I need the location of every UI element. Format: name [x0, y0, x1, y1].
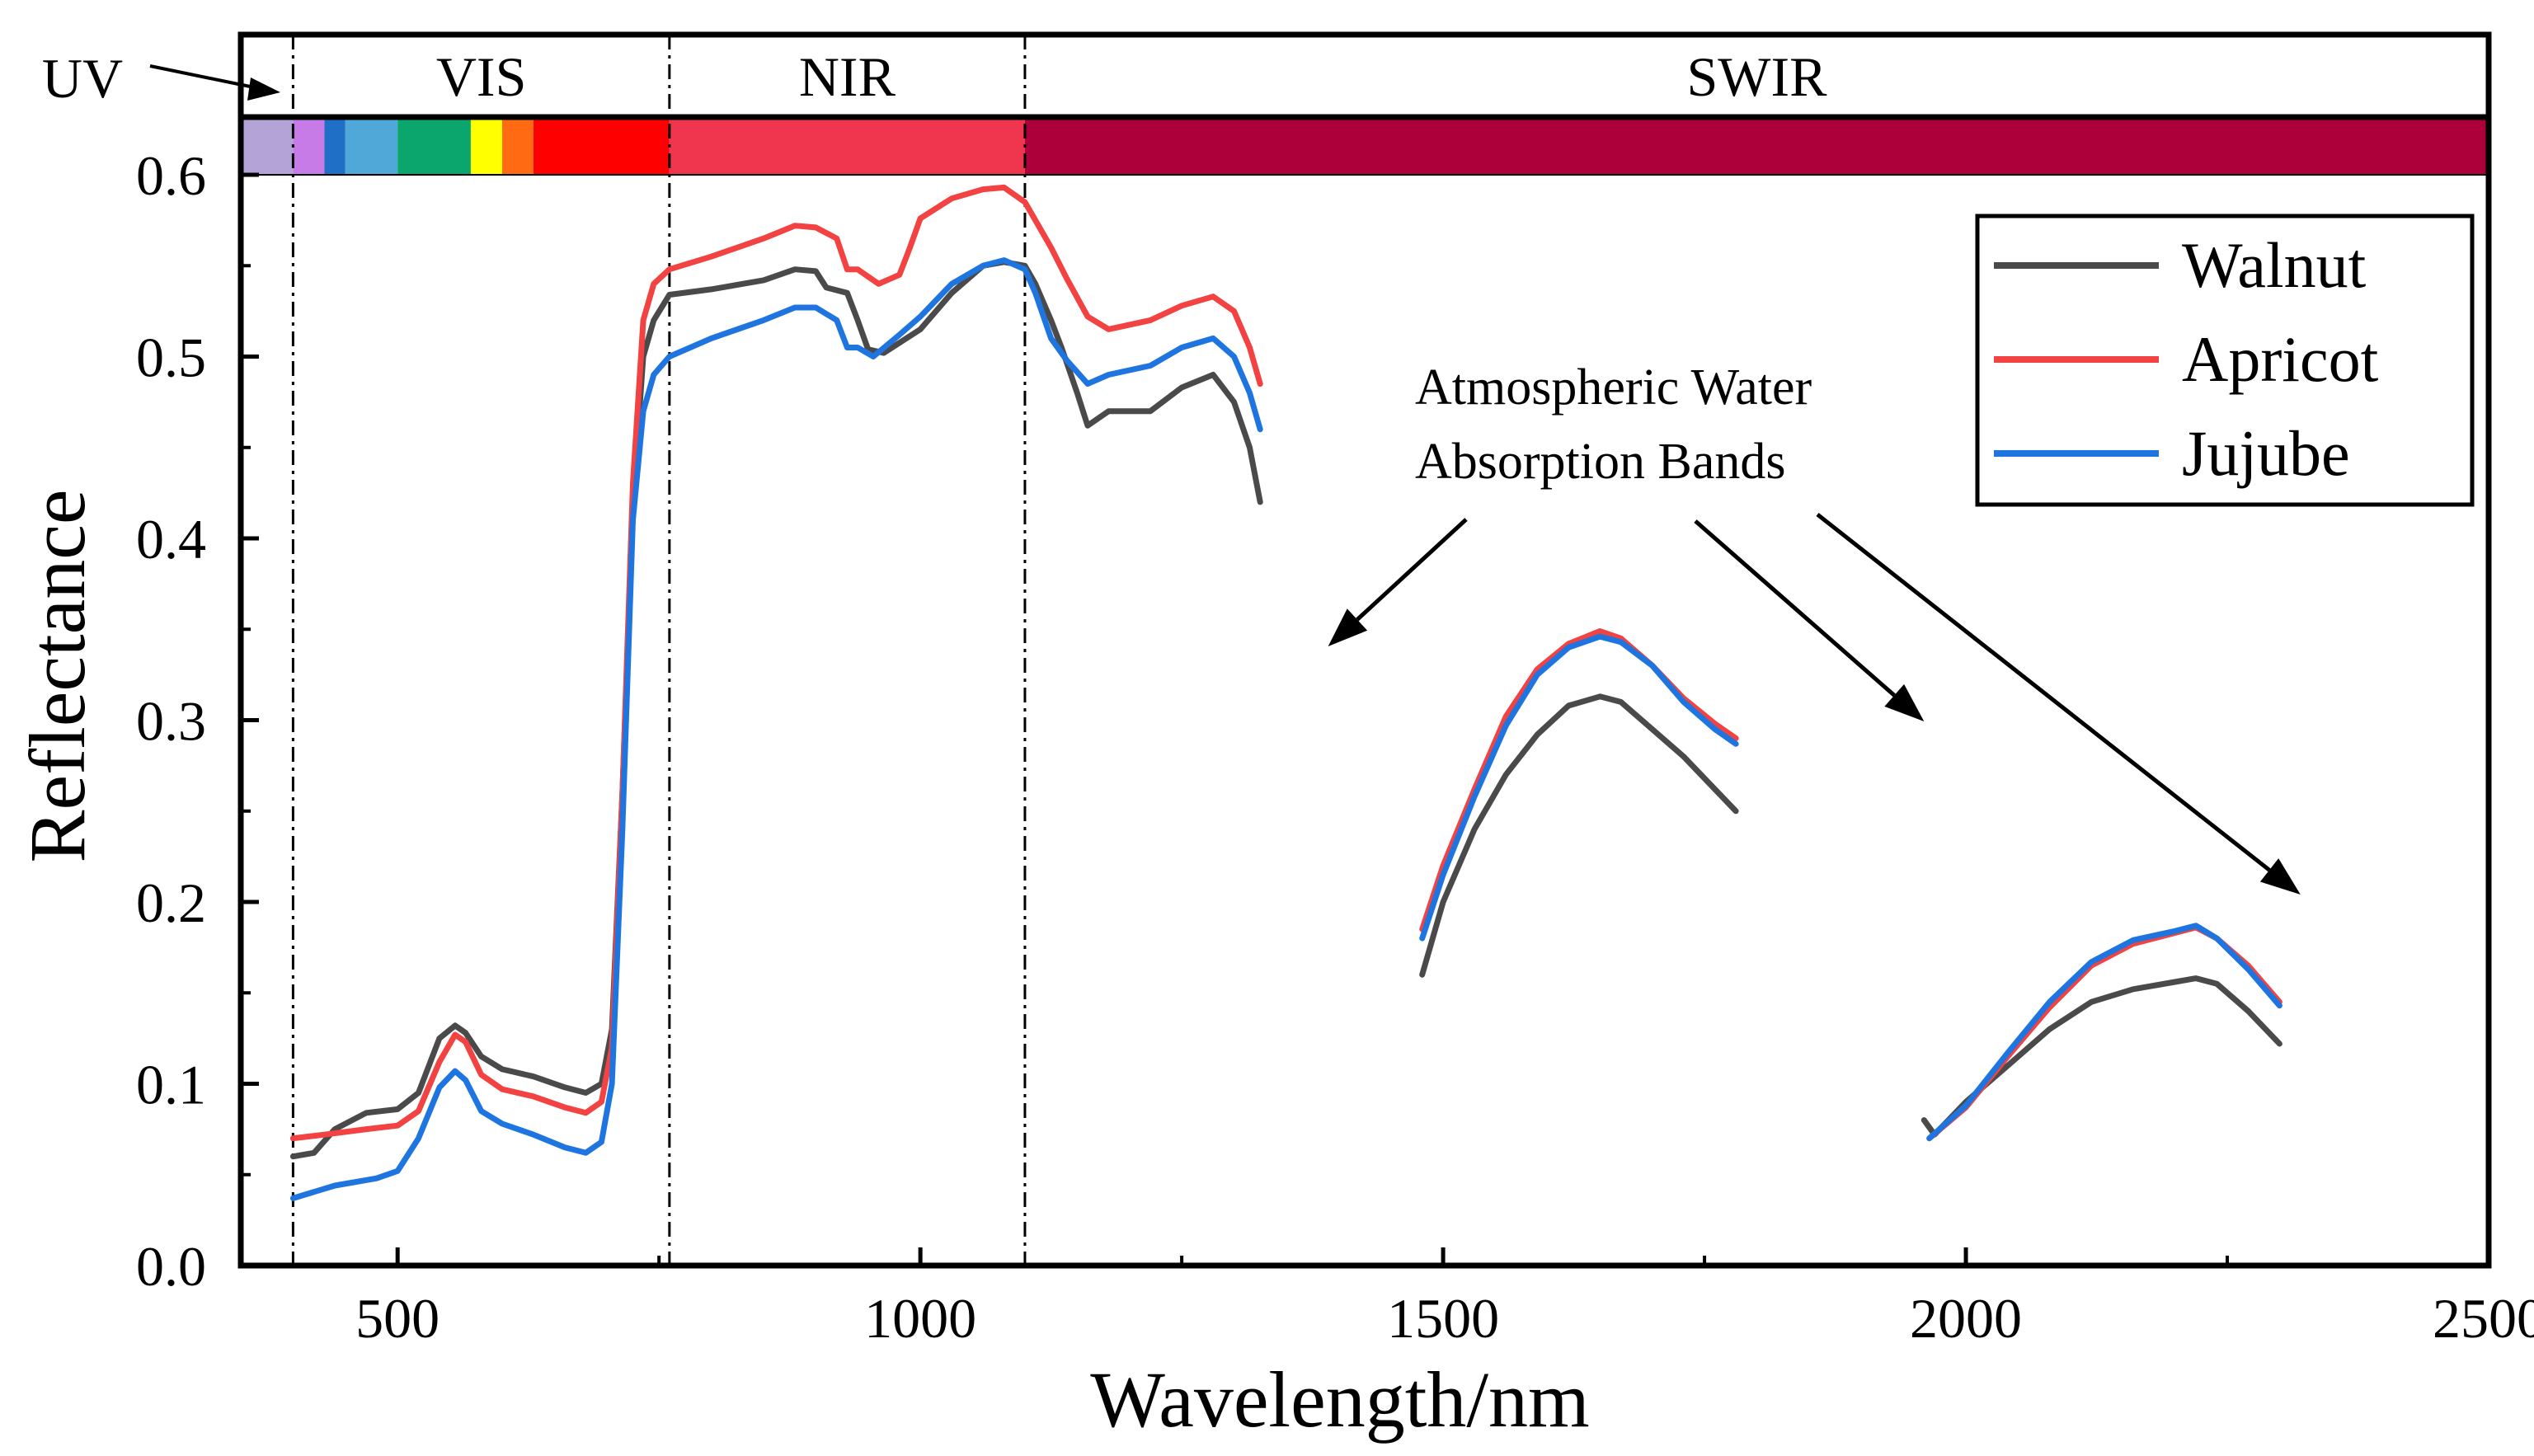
- region-label-vis: VIS: [436, 45, 527, 108]
- y-tick-label-6: 0.6: [136, 144, 206, 207]
- spectrum-segment-4: [397, 120, 471, 175]
- annotation-line-2: Absorption Bands: [1415, 434, 1786, 490]
- spectrum-segment-8: [669, 120, 1025, 175]
- band-header: UV VIS NIR SWIR: [42, 45, 2489, 176]
- x-tick-label-2000: 2000: [1910, 1287, 2022, 1350]
- region-label-swir: SWIR: [1686, 45, 1827, 108]
- annotation-arrow-head-0: [1328, 608, 1368, 646]
- annotation-arrow-shaft-2: [1816, 513, 2271, 872]
- spectrum-segment-6: [501, 120, 534, 175]
- series-line-jujube-2: [1926, 923, 2282, 1142]
- uv-arrow-head: [247, 77, 280, 101]
- series-line-apricot-1: [1419, 628, 1739, 932]
- annotation-arrow-head-2: [2259, 858, 2301, 895]
- series-line-walnut-1: [1419, 693, 1739, 978]
- legend: Walnut Apricot Jujube: [1975, 214, 2475, 507]
- y-tick-label-4: 0.4: [136, 508, 206, 571]
- water-absorption-annotation: Atmospheric Water Absorption Bands: [1328, 359, 2301, 895]
- annotation-arrow-shaft-1: [1694, 519, 1896, 697]
- axes: [237, 31, 2492, 1269]
- x-axis-label: Wavelength/nm: [1090, 1355, 1589, 1444]
- spectrum-segment-0: [241, 120, 294, 175]
- x-tick-label-500: 500: [355, 1287, 440, 1350]
- legend-label-apricot: Apricot: [2182, 323, 2379, 395]
- series-line-apricot-2: [1926, 924, 2282, 1142]
- band-boundary-lines: [291, 35, 1027, 1266]
- x-tick-label-2500: 2500: [2433, 1287, 2534, 1350]
- x-tick-label-1500: 1500: [1387, 1287, 1499, 1350]
- y-tick-label-1: 0.1: [136, 1054, 206, 1116]
- spectrum-segment-5: [470, 120, 502, 175]
- annotation-line-1: Atmospheric Water: [1415, 359, 1812, 416]
- spectrum-segment-2: [324, 120, 346, 175]
- y-tick-label-3: 0.3: [136, 690, 206, 753]
- series-line-walnut-2: [1920, 975, 2282, 1138]
- x-tick-label-1000: 1000: [864, 1287, 976, 1350]
- spectrum-bar: [241, 120, 2489, 175]
- spectrum-segment-1: [293, 120, 325, 175]
- series-line-jujube-1: [1419, 633, 1739, 942]
- ticks: 500 1000 1500 2000 2500 0.0 0.1 0.2 0.3 0.4 0.5 0.6…: [13, 144, 2534, 1444]
- spectrum-segment-3: [345, 120, 398, 175]
- y-axis-label: Reflectance: [13, 490, 101, 863]
- y-tick-label-5: 0.5: [136, 326, 206, 389]
- series-lines: [289, 184, 2282, 1201]
- region-label-uv: UV: [42, 47, 123, 110]
- annotation-arrow-head-1: [1884, 683, 1925, 721]
- legend-label-walnut: Walnut: [2182, 229, 2367, 301]
- y-tick-label-0: 0.0: [136, 1235, 206, 1298]
- annotation-arrow-shaft-0: [1356, 518, 1468, 622]
- series-line-walnut-0: [289, 259, 1263, 1160]
- y-tick-label-2: 0.2: [136, 871, 206, 934]
- series-line-apricot-0: [289, 184, 1263, 1142]
- legend-label-jujube: Jujube: [2182, 417, 2350, 489]
- spectrum-segment-9: [1024, 120, 2489, 175]
- series-line-jujube-0: [289, 257, 1263, 1201]
- uv-arrow-shaft: [149, 64, 263, 91]
- spectrum-segment-7: [534, 120, 670, 175]
- region-label-nir: NIR: [799, 45, 896, 108]
- plot-frame: [237, 31, 2492, 1269]
